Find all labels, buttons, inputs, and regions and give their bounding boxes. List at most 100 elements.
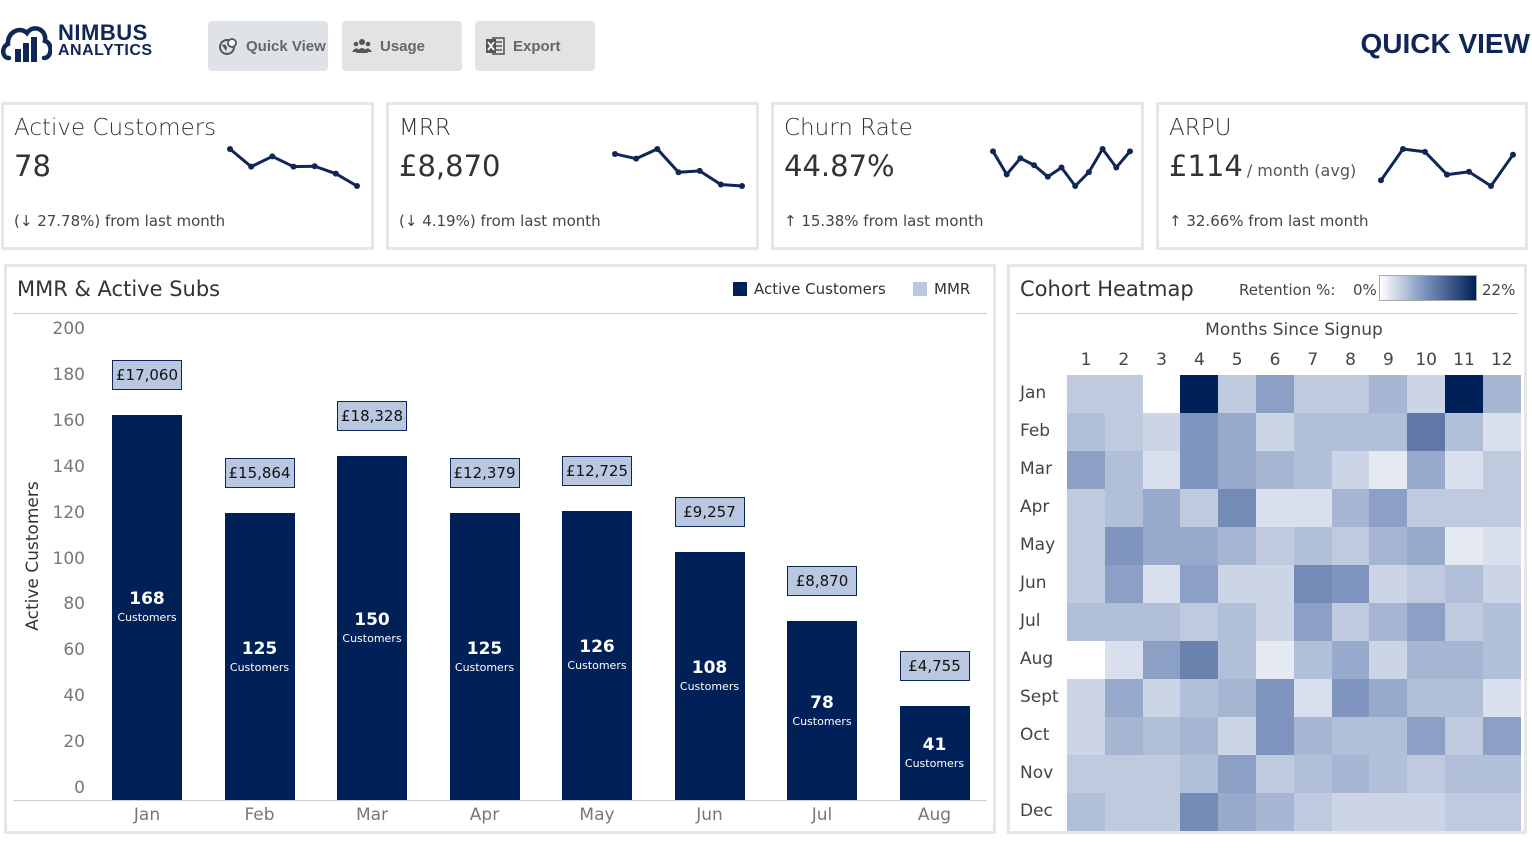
heatmap-cell[interactable] (1331, 641, 1370, 679)
heatmap-cell[interactable] (1180, 413, 1219, 451)
heatmap-cell[interactable] (1482, 489, 1522, 527)
heatmap-cell[interactable] (1293, 413, 1333, 451)
bar-active-customers-jun[interactable] (674, 552, 745, 800)
heatmap-cell[interactable] (1142, 603, 1181, 641)
bar-active-customers-mar[interactable] (337, 455, 407, 800)
heatmap-cell[interactable] (1293, 527, 1333, 565)
heatmap-cell[interactable] (1142, 413, 1181, 451)
heatmap-cell[interactable] (1142, 375, 1181, 413)
heatmap-cell[interactable] (1407, 375, 1446, 413)
heatmap-cell[interactable] (1104, 413, 1144, 451)
heatmap-cell[interactable] (1407, 489, 1446, 527)
heatmap-cell[interactable] (1293, 793, 1333, 831)
heatmap-cell[interactable] (1218, 603, 1257, 641)
bar-active-customers-feb[interactable] (224, 513, 295, 800)
heatmap-cell[interactable] (1142, 755, 1181, 793)
heatmap-cell[interactable] (1218, 413, 1257, 451)
bar-active-customers-may[interactable] (562, 510, 632, 800)
heatmap-cell[interactable] (1445, 565, 1484, 603)
heatmap-cell[interactable] (1331, 717, 1370, 755)
heatmap-cell[interactable] (1445, 527, 1484, 565)
heatmap-cell[interactable] (1218, 489, 1257, 527)
heatmap-cell[interactable] (1369, 793, 1408, 831)
heatmap-cell[interactable] (1482, 717, 1522, 755)
heatmap-cell[interactable] (1180, 375, 1219, 413)
heatmap-cell[interactable] (1369, 603, 1408, 641)
bar-active-customers-jan[interactable] (112, 414, 182, 800)
heatmap-cell[interactable] (1482, 451, 1522, 489)
heatmap-cell[interactable] (1407, 679, 1446, 717)
heatmap-cell[interactable] (1218, 717, 1257, 755)
heatmap-cell[interactable] (1067, 451, 1106, 489)
heatmap-cell[interactable] (1104, 603, 1144, 641)
heatmap-cell[interactable] (1256, 375, 1295, 413)
heatmap-cell[interactable] (1104, 489, 1144, 527)
heatmap-cell[interactable] (1293, 565, 1333, 603)
heatmap-cell[interactable] (1482, 793, 1522, 831)
heatmap-cell[interactable] (1369, 375, 1408, 413)
heatmap-cell[interactable] (1104, 755, 1144, 793)
heatmap-cell[interactable] (1482, 641, 1522, 679)
heatmap-cell[interactable] (1067, 679, 1106, 717)
nav-usage-button[interactable]: Usage (342, 21, 462, 71)
heatmap-cell[interactable] (1180, 451, 1219, 489)
heatmap-cell[interactable] (1067, 565, 1106, 603)
heatmap-cell[interactable] (1180, 641, 1219, 679)
heatmap-cell[interactable] (1256, 755, 1295, 793)
heatmap-cell[interactable] (1104, 375, 1144, 413)
heatmap-cell[interactable] (1142, 793, 1181, 831)
heatmap-cell[interactable] (1256, 603, 1295, 641)
heatmap-cell[interactable] (1180, 603, 1219, 641)
heatmap-cell[interactable] (1445, 793, 1484, 831)
heatmap-cell[interactable] (1407, 451, 1446, 489)
heatmap-cell[interactable] (1293, 603, 1333, 641)
heatmap-cell[interactable] (1142, 527, 1181, 565)
heatmap-cell[interactable] (1369, 527, 1408, 565)
heatmap-cell[interactable] (1293, 755, 1333, 793)
heatmap-cell[interactable] (1407, 527, 1446, 565)
nav-export-button[interactable]: Export (475, 21, 595, 71)
heatmap-cell[interactable] (1331, 679, 1370, 717)
heatmap-cell[interactable] (1218, 565, 1257, 603)
heatmap-cell[interactable] (1293, 375, 1333, 413)
heatmap-cell[interactable] (1445, 413, 1484, 451)
heatmap-cell[interactable] (1407, 413, 1446, 451)
heatmap-cell[interactable] (1331, 451, 1370, 489)
heatmap-cell[interactable] (1482, 679, 1522, 717)
heatmap-cell[interactable] (1218, 793, 1257, 831)
bar-active-customers-apr[interactable] (449, 513, 520, 800)
heatmap-cell[interactable] (1104, 527, 1144, 565)
heatmap-cell[interactable] (1445, 717, 1484, 755)
heatmap-cell[interactable] (1256, 527, 1295, 565)
heatmap-cell[interactable] (1256, 413, 1295, 451)
heatmap-cell[interactable] (1369, 489, 1408, 527)
heatmap-cell[interactable] (1104, 451, 1144, 489)
bar-active-customers-jul[interactable] (787, 621, 857, 800)
heatmap-cell[interactable] (1293, 717, 1333, 755)
heatmap-cell[interactable] (1331, 603, 1370, 641)
heatmap-cell[interactable] (1256, 489, 1295, 527)
heatmap-cell[interactable] (1218, 527, 1257, 565)
heatmap-cell[interactable] (1331, 375, 1370, 413)
heatmap-cell[interactable] (1180, 527, 1219, 565)
heatmap-cell[interactable] (1482, 375, 1522, 413)
heatmap-cell[interactable] (1256, 717, 1295, 755)
heatmap-cell[interactable] (1331, 793, 1370, 831)
heatmap-cell[interactable] (1067, 793, 1106, 831)
heatmap-cell[interactable] (1142, 489, 1181, 527)
heatmap-cell[interactable] (1407, 717, 1446, 755)
heatmap-cell[interactable] (1067, 489, 1106, 527)
heatmap-cell[interactable] (1369, 565, 1408, 603)
heatmap-cell[interactable] (1180, 679, 1219, 717)
heatmap-cell[interactable] (1218, 641, 1257, 679)
heatmap-cell[interactable] (1256, 451, 1295, 489)
heatmap-cell[interactable] (1445, 451, 1484, 489)
heatmap-cell[interactable] (1180, 489, 1219, 527)
heatmap-cell[interactable] (1293, 679, 1333, 717)
heatmap-cell[interactable] (1407, 565, 1446, 603)
heatmap-cell[interactable] (1293, 451, 1333, 489)
heatmap-cell[interactable] (1067, 717, 1106, 755)
bar-active-customers-aug[interactable] (899, 705, 970, 800)
heatmap-cell[interactable] (1180, 793, 1219, 831)
heatmap-cell[interactable] (1369, 451, 1408, 489)
